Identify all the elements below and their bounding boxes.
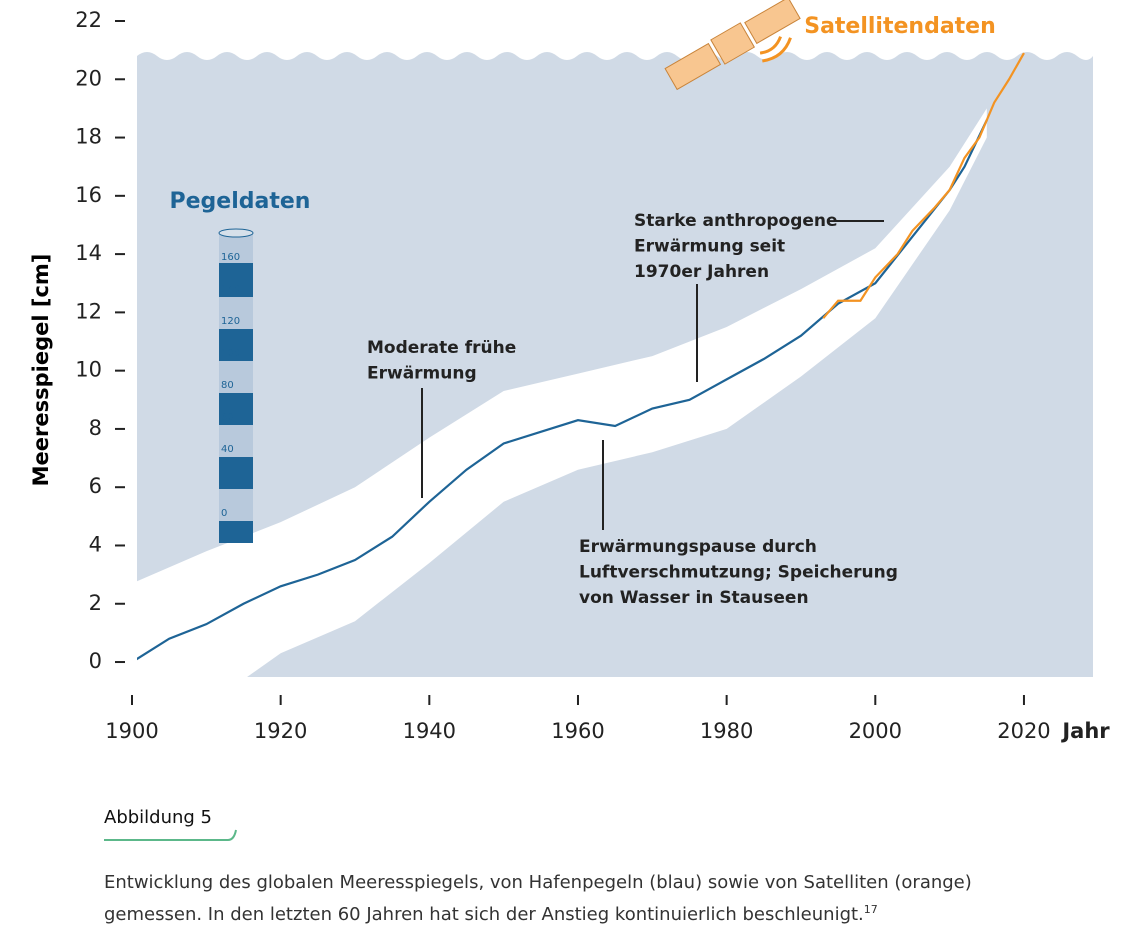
x-tick-label: 1920 (254, 719, 307, 743)
uncertainty-band (137, 108, 987, 677)
x-tick-label: 1980 (700, 719, 753, 743)
y-tick-label: 12 (75, 299, 102, 323)
label-underline (104, 829, 237, 841)
line-series (137, 119, 988, 661)
annotation: Luftverschmutzung; Speicherung (579, 563, 898, 583)
annotation: Moderate frühe (367, 338, 516, 358)
y-tick-label: 14 (75, 241, 102, 265)
gauge-label: 0 (221, 508, 227, 519)
satellite-icon (664, 0, 801, 91)
gauge-label: 120 (221, 316, 240, 327)
annotation: Starke anthropogene (634, 211, 838, 231)
gauge-label: 160 (221, 252, 240, 263)
x-tick-label: 1960 (551, 719, 604, 743)
x-tick-label: 1900 (105, 719, 158, 743)
caption-line: gemessen. In den letzten 60 Jahren hat s… (104, 904, 878, 924)
y-tick-label: 6 (89, 474, 102, 498)
caption-text: gemessen. In den letzten 60 Jahren hat s… (104, 904, 864, 925)
footnote: 17 (863, 903, 878, 916)
y-tick-label: 16 (75, 183, 102, 207)
annotation: 1970er Jahren (634, 262, 769, 282)
legend-gauge: Pegeldaten (170, 189, 311, 214)
annotation: Erwärmung (367, 364, 477, 384)
caption-line: Entwicklung des globalen Meeresspiegels,… (104, 872, 972, 893)
gauge-label: 40 (221, 444, 234, 455)
y-tick-label: 10 (75, 358, 102, 382)
y-tick-label: 0 (89, 649, 102, 673)
y-tick-label: 20 (75, 66, 102, 90)
annotation: von Wasser in Stauseen (579, 588, 809, 608)
figure-label: Abbildung 5 (104, 807, 213, 828)
gauge-label: 60 (221, 412, 234, 423)
x-axis-label: Jahr (1060, 719, 1110, 743)
y-tick-label: 18 (75, 125, 102, 149)
x-tick-label: 2020 (997, 719, 1050, 743)
annotation: Erwärmung seit (634, 237, 785, 257)
line-series (822, 52, 1025, 319)
gauge (218, 228, 254, 543)
y-tick-label: 22 (75, 8, 102, 32)
gauge-label: 80 (221, 380, 234, 391)
chart: Meeresspiegel [cm] Jahr Pegeldaten Satel… (29, 0, 1110, 743)
x-tick-label: 2000 (849, 719, 902, 743)
y-tick-label: 2 (89, 591, 102, 615)
legend-satellite: Satellitendaten (804, 14, 996, 39)
gauge-label: 100 (221, 348, 240, 359)
annotation: Erwärmungspause durch (579, 537, 817, 557)
y-axis-label: Meeresspiegel [cm] (29, 254, 53, 487)
y-tick-label: 8 (89, 416, 102, 440)
x-tick-label: 1940 (403, 719, 456, 743)
gauge-label: 140 (221, 284, 240, 295)
y-tick-label: 4 (89, 532, 102, 556)
